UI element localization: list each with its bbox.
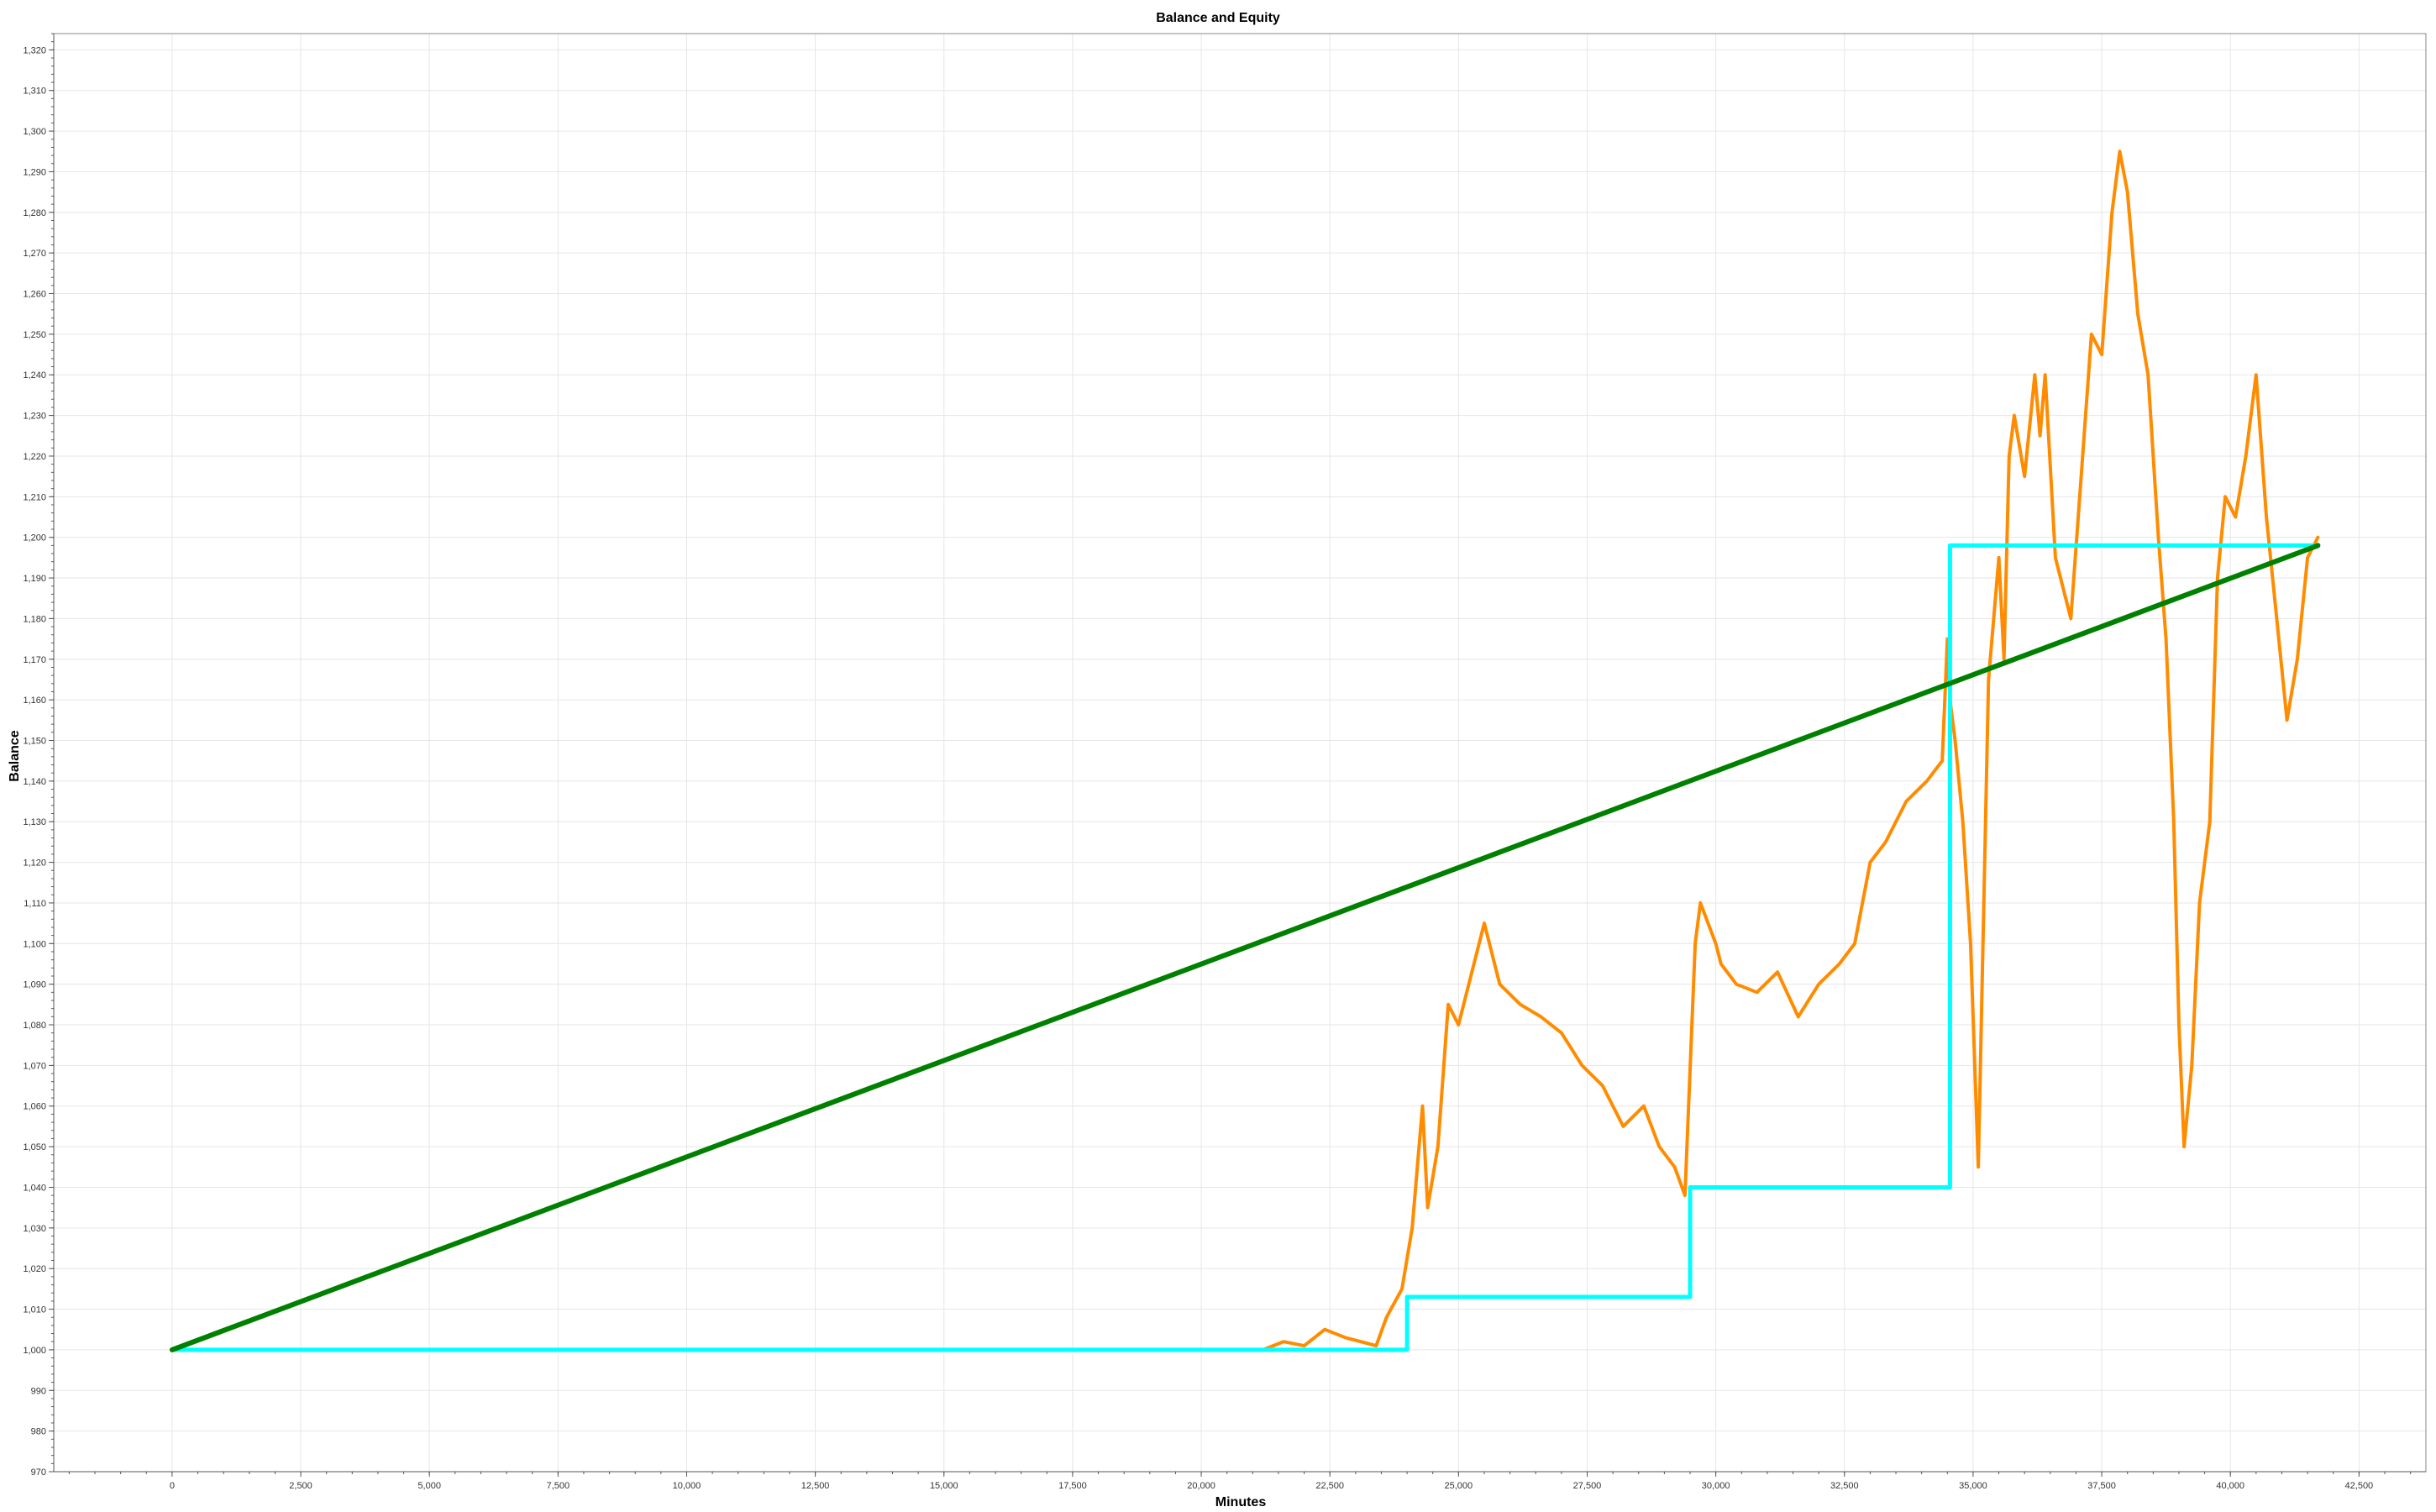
x-tick-label: 35,000 (1959, 1481, 1987, 1491)
y-tick-label: 1,120 (23, 858, 46, 869)
y-tick-label: 1,270 (23, 249, 46, 259)
x-tick-label: 40,000 (2216, 1481, 2244, 1491)
y-tick-label: 1,000 (23, 1346, 46, 1356)
trend-series-line (169, 543, 2321, 1352)
y-tick-label: 1,180 (23, 614, 46, 624)
y-axis-ticks: 970 980 990 1,000 1,010 1,020 1,030 1,040 1,050 1… (23, 33, 54, 1478)
y-tick-label: 1,040 (23, 1183, 46, 1193)
y-tick-label: 1,010 (23, 1305, 46, 1315)
y-tick-label: 970 (31, 1467, 46, 1478)
x-tick-label: 27,500 (1573, 1481, 1602, 1491)
series (169, 150, 2321, 1352)
x-tick-label: 10,000 (673, 1481, 701, 1491)
x-tick-label: 7,500 (547, 1481, 570, 1491)
y-tick-label: 1,160 (23, 696, 46, 706)
y-tick-label: 1,030 (23, 1224, 46, 1234)
y-tick-label: 1,020 (23, 1264, 46, 1274)
y-tick-label: 1,220 (23, 452, 46, 462)
x-tick-label: 37,500 (2087, 1481, 2116, 1491)
y-tick-label: 1,080 (23, 1021, 46, 1031)
x-tick-label: 22,500 (1315, 1481, 1344, 1491)
x-tick-label: 12,500 (801, 1481, 830, 1491)
x-tick-label: 5,000 (417, 1481, 441, 1491)
y-tick-label: 1,050 (23, 1142, 46, 1152)
x-axis-label: Minutes (1215, 1495, 1267, 1509)
axes (53, 34, 2426, 1473)
x-tick-label: 25,000 (1445, 1481, 1473, 1491)
y-tick-label: 1,300 (23, 127, 46, 137)
y-tick-label: 1,140 (23, 777, 46, 787)
x-tick-label: 15,000 (930, 1481, 958, 1491)
y-tick-label: 1,250 (23, 330, 46, 340)
balance-series-line (170, 543, 2320, 1352)
y-tick-label: 1,190 (23, 574, 46, 584)
y-tick-label: 1,090 (23, 980, 46, 990)
equity-series-line (170, 150, 2320, 1352)
x-tick-label: 2,500 (289, 1481, 312, 1491)
x-axis-ticks: 0 2,500 5,000 7,500 10,000 12,500 15,000 17,500… (68, 1472, 2412, 1491)
x-tick-label: 0 (170, 1481, 175, 1491)
y-tick-label: 1,150 (23, 736, 46, 746)
y-tick-label: 1,070 (23, 1061, 46, 1071)
y-tick-label: 1,060 (23, 1102, 46, 1112)
y-tick-label: 990 (31, 1386, 46, 1396)
y-tick-label: 1,230 (23, 412, 46, 422)
y-axis-label: Balance (8, 730, 22, 781)
x-tick-label: 32,500 (1830, 1481, 1859, 1491)
chart-title: Balance and Equity (1156, 11, 1280, 25)
y-tick-label: 1,280 (23, 208, 46, 218)
y-tick-label: 1,200 (23, 533, 46, 543)
y-tick-label: 1,100 (23, 939, 46, 949)
y-tick-label: 1,240 (23, 370, 46, 381)
x-tick-label: 42,500 (2345, 1481, 2374, 1491)
y-tick-label: 1,320 (23, 45, 46, 55)
y-tick-label: 980 (31, 1427, 46, 1437)
y-tick-label: 1,310 (23, 87, 46, 97)
y-tick-label: 1,170 (23, 655, 46, 665)
x-tick-label: 20,000 (1187, 1481, 1215, 1491)
y-tick-label: 1,260 (23, 290, 46, 300)
grid (54, 34, 2426, 1473)
y-tick-label: 1,130 (23, 817, 46, 827)
plot-area (53, 33, 2427, 1473)
y-tick-label: 1,290 (23, 167, 46, 177)
x-tick-label: 17,500 (1058, 1481, 1087, 1491)
x-tick-label: 30,000 (1702, 1481, 1730, 1491)
y-tick-label: 1,110 (24, 899, 46, 909)
y-tick-label: 1,210 (23, 492, 46, 502)
